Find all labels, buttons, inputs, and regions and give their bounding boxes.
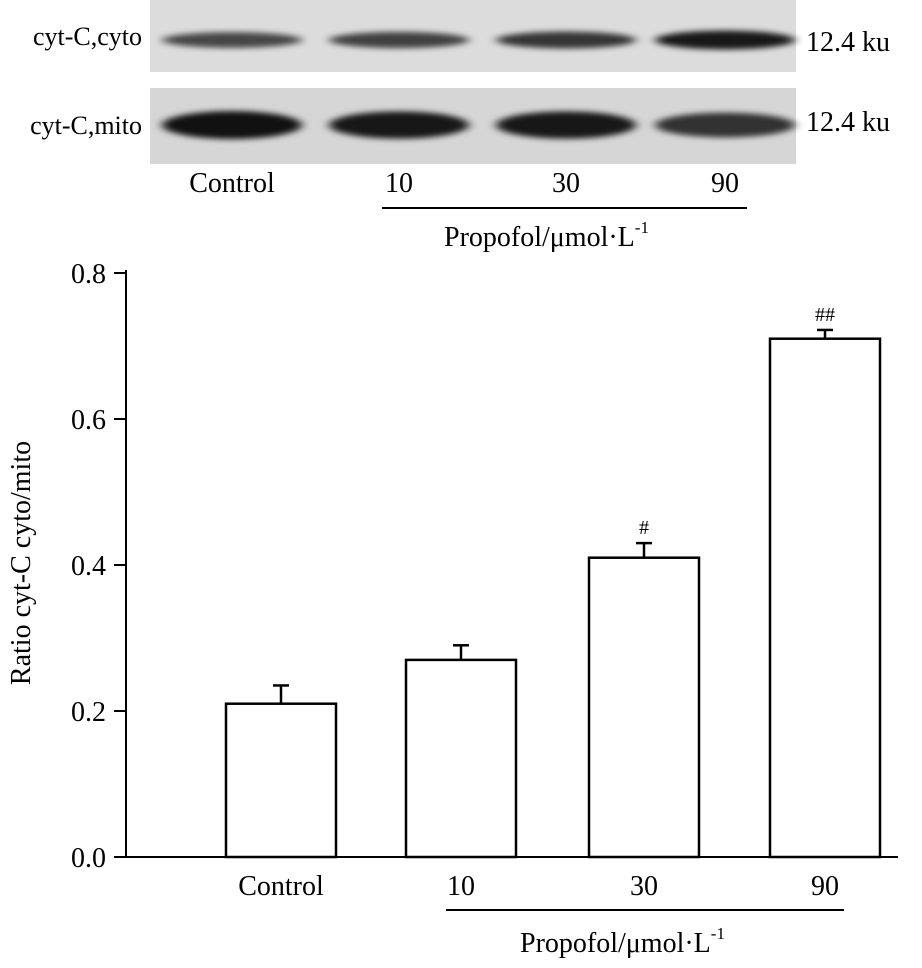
bar-series: ###	[224, 304, 882, 859]
chart-group-label: Propofol/μmol·L-1	[520, 924, 725, 959]
x-tick-label-10: 10	[447, 871, 475, 902]
x-tick-label-30: 30	[630, 871, 658, 902]
blot-row-label-cyto: cyt-C,cyto	[33, 22, 142, 51]
x-axis-tick-labels: Control 10 30 90	[238, 871, 839, 902]
x-tick-label-control: Control	[238, 871, 324, 902]
band-cyto-control	[162, 32, 302, 48]
band-mito-90	[655, 112, 795, 138]
band-cyto-90	[655, 30, 795, 50]
band-cyto-10	[329, 31, 469, 49]
significance-mark-30: #	[639, 517, 649, 539]
blot-lane-label-30: 30	[552, 168, 580, 199]
y-tick-label: 0.4	[71, 551, 106, 582]
blot-group-label: Propofol/μmol·L-1	[444, 218, 649, 253]
y-tick-label: 0.2	[71, 697, 106, 728]
y-tick-label: 0.8	[71, 259, 106, 290]
bar-control	[224, 702, 338, 859]
band-cyto-30	[496, 31, 636, 49]
blot-size-label-cyto: 12.4 ku	[806, 27, 890, 58]
blot-lane-label-10: 10	[385, 168, 413, 199]
y-axis-label: Ratio cyt-C cyto/mito	[6, 441, 37, 685]
chart-group-label-sup: -1	[711, 924, 725, 943]
blot-size-label-mito: 12.4 ku	[806, 107, 890, 138]
western-blot-panel: cyt-C,cyto cyt-C,mito 12.4 ku 12.4 ku Co…	[30, 0, 890, 253]
y-axis-ticks: 0.0 0.2 0.4 0.6 0.8	[71, 259, 126, 874]
band-mito-10	[329, 111, 469, 139]
blot-bands-cyto	[162, 30, 795, 50]
band-mito-30	[496, 111, 636, 139]
bar-chart: 0.00.20.40.60.8 Ratio cyt-C cyto/mito ##…	[6, 259, 898, 959]
blot-lane-label-control: Control	[189, 168, 275, 199]
y-tick-label: 0.6	[71, 405, 106, 436]
significance-mark-90: ##	[815, 304, 835, 326]
bar-30	[587, 556, 701, 859]
bar-90	[768, 337, 882, 859]
blot-lane-label-90: 90	[711, 168, 739, 199]
y-tick-label: 0.0	[71, 843, 106, 874]
blot-group-label-sup: -1	[635, 218, 649, 237]
band-mito-control	[162, 111, 302, 139]
blot-bands-mito	[162, 111, 795, 139]
bar-10	[404, 658, 518, 859]
x-tick-label-90: 90	[811, 871, 839, 902]
blot-row-label-mito: cyt-C,mito	[30, 111, 142, 140]
